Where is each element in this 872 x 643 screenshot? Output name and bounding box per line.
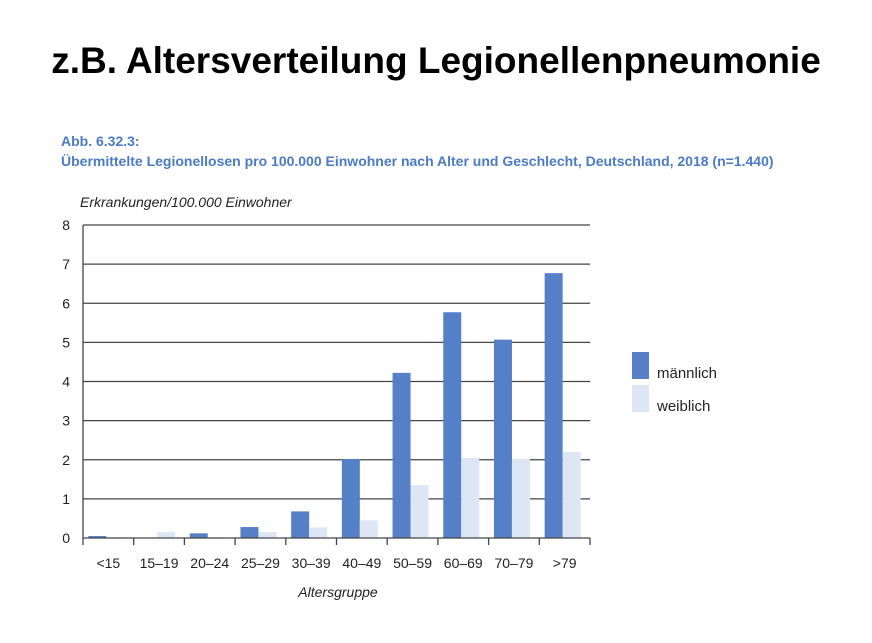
bar-weiblich (562, 451, 581, 538)
y-tick-label: 0 (62, 530, 70, 546)
x-tick-label: >79 (553, 555, 577, 571)
bar-männlich (341, 458, 360, 538)
figure-caption-block: Abb. 6.32.3: Übermittelte Legionellosen … (61, 131, 774, 171)
y-axis-label: Erkrankungen/100.000 Einwohner (80, 194, 293, 210)
bar-weiblich (359, 520, 378, 538)
bar-männlich (392, 372, 411, 538)
bar-weiblich (511, 458, 530, 538)
y-tick-label: 2 (62, 452, 70, 468)
legend-label: männlich (657, 365, 717, 382)
bar-weiblich (309, 527, 328, 538)
x-tick-label: 70–79 (494, 555, 533, 571)
bar-weiblich (410, 485, 429, 538)
bar-männlich (493, 339, 512, 538)
bar-männlich (189, 533, 208, 538)
x-tick-label: <15 (96, 555, 120, 571)
y-tick-label: 5 (62, 334, 70, 350)
figure-number: Abb. 6.32.3: (61, 133, 140, 149)
x-tick-label: 40–49 (342, 555, 381, 571)
legend-swatch (632, 385, 649, 412)
figure-caption: Übermittelte Legionellosen pro 100.000 E… (61, 153, 774, 169)
x-tick-label: 30–39 (292, 555, 331, 571)
bar-weiblich (258, 532, 277, 538)
y-tick-label: 1 (62, 491, 70, 507)
bar-weiblich (461, 457, 480, 538)
slide-title: z.B. Altersverteilung Legionellenpneumon… (51, 40, 821, 81)
bar-männlich (240, 527, 259, 538)
y-tick-label: 4 (62, 374, 70, 390)
y-tick-label: 8 (62, 217, 70, 233)
bar-weiblich (157, 532, 176, 538)
legend-swatch (632, 352, 649, 379)
x-tick-label: 60–69 (444, 555, 483, 571)
y-tick-label: 7 (62, 256, 70, 272)
x-tick-label: 20–24 (190, 555, 229, 571)
bar-männlich (443, 312, 462, 538)
legend-label: weiblich (656, 398, 710, 415)
y-tick-label: 6 (62, 295, 70, 311)
x-tick-label: 15–19 (140, 555, 179, 571)
x-axis-label: Altersgruppe (297, 584, 378, 600)
y-tick-label: 3 (62, 413, 70, 429)
x-tick-label: 50–59 (393, 555, 432, 571)
bar-männlich (88, 536, 107, 538)
x-tick-label: 25–29 (241, 555, 280, 571)
bar-männlich (291, 511, 310, 538)
bar-männlich (544, 273, 563, 538)
